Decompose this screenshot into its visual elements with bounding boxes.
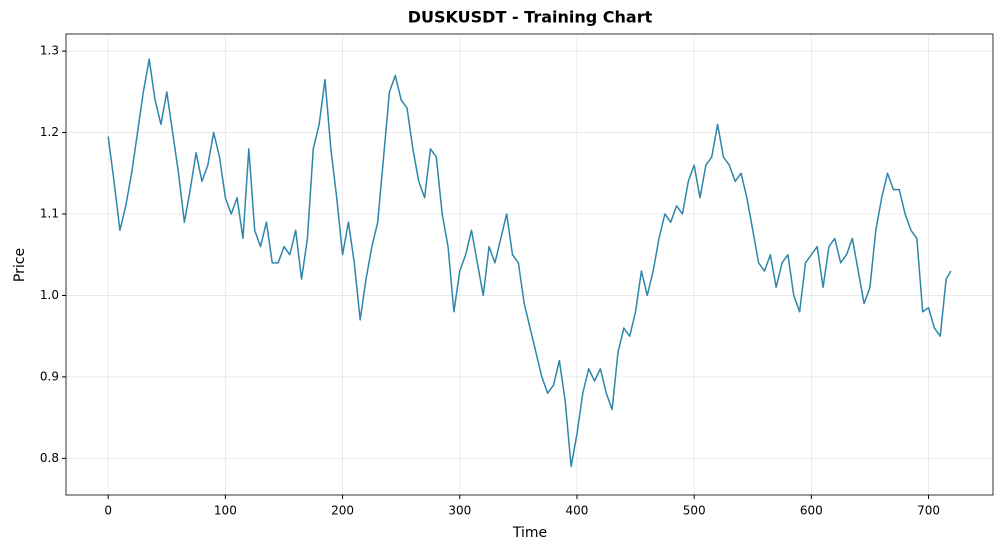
- y-tick-label: 1.0: [40, 288, 59, 302]
- x-tick-label: 0: [104, 504, 112, 518]
- y-tick-label: 1.3: [40, 44, 59, 58]
- y-tick-label: 1.2: [40, 125, 59, 139]
- x-tick-label: 600: [800, 504, 823, 518]
- x-tick-label: 500: [683, 504, 706, 518]
- y-tick-label: 0.8: [40, 451, 59, 465]
- y-tick-label: 0.9: [40, 369, 59, 383]
- price-line: [107, 58, 952, 468]
- chart-title: DUSKUSDT - Training Chart: [408, 8, 653, 27]
- x-tick-label: 100: [214, 504, 237, 518]
- y-tick-label: 1.1: [40, 207, 59, 221]
- y-axis-label: Price: [12, 248, 28, 282]
- x-tick-label: 700: [917, 504, 940, 518]
- x-tick-label: 300: [448, 504, 471, 518]
- x-axis-label: Time: [512, 525, 547, 541]
- plot-frame: [65, 33, 994, 496]
- x-tick-label: 400: [566, 504, 589, 518]
- x-tick-label: 200: [331, 504, 354, 518]
